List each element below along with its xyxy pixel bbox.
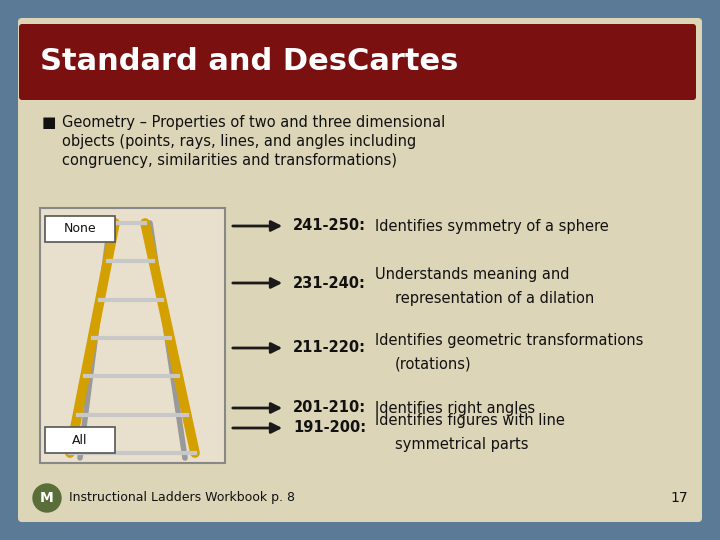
Text: All: All bbox=[72, 434, 88, 447]
Text: (rotations): (rotations) bbox=[395, 356, 472, 372]
Text: objects (points, rays, lines, and angles including: objects (points, rays, lines, and angles… bbox=[62, 134, 416, 149]
Text: 201-210:: 201-210: bbox=[293, 401, 366, 415]
Text: Identifies figures with line: Identifies figures with line bbox=[375, 413, 565, 428]
Text: Instructional Ladders Workbook p. 8: Instructional Ladders Workbook p. 8 bbox=[69, 491, 295, 504]
Text: Identifies symmetry of a sphere: Identifies symmetry of a sphere bbox=[375, 219, 608, 233]
Text: symmetrical parts: symmetrical parts bbox=[395, 436, 528, 451]
Text: 231-240:: 231-240: bbox=[293, 275, 366, 291]
Text: 241-250:: 241-250: bbox=[293, 219, 366, 233]
Text: representation of a dilation: representation of a dilation bbox=[395, 292, 594, 307]
Text: 17: 17 bbox=[670, 491, 688, 505]
Text: Standard and DesCartes: Standard and DesCartes bbox=[40, 48, 459, 77]
Text: 191-200:: 191-200: bbox=[293, 421, 366, 435]
Text: ■: ■ bbox=[42, 115, 56, 130]
Text: Understands meaning and: Understands meaning and bbox=[375, 267, 570, 282]
Text: Identifies right angles: Identifies right angles bbox=[375, 401, 535, 415]
Text: Identifies geometric transformations: Identifies geometric transformations bbox=[375, 333, 644, 348]
Bar bbox=[45, 427, 115, 453]
FancyBboxPatch shape bbox=[18, 18, 702, 522]
Text: congruency, similarities and transformations): congruency, similarities and transformat… bbox=[62, 153, 397, 168]
Text: None: None bbox=[63, 222, 96, 235]
Text: 211-220:: 211-220: bbox=[293, 341, 366, 355]
Bar bbox=[45, 216, 115, 242]
FancyBboxPatch shape bbox=[19, 24, 696, 100]
Text: M: M bbox=[40, 491, 54, 505]
Bar bbox=[40, 208, 225, 463]
Circle shape bbox=[33, 484, 61, 512]
Text: Geometry – Properties of two and three dimensional: Geometry – Properties of two and three d… bbox=[62, 115, 445, 130]
